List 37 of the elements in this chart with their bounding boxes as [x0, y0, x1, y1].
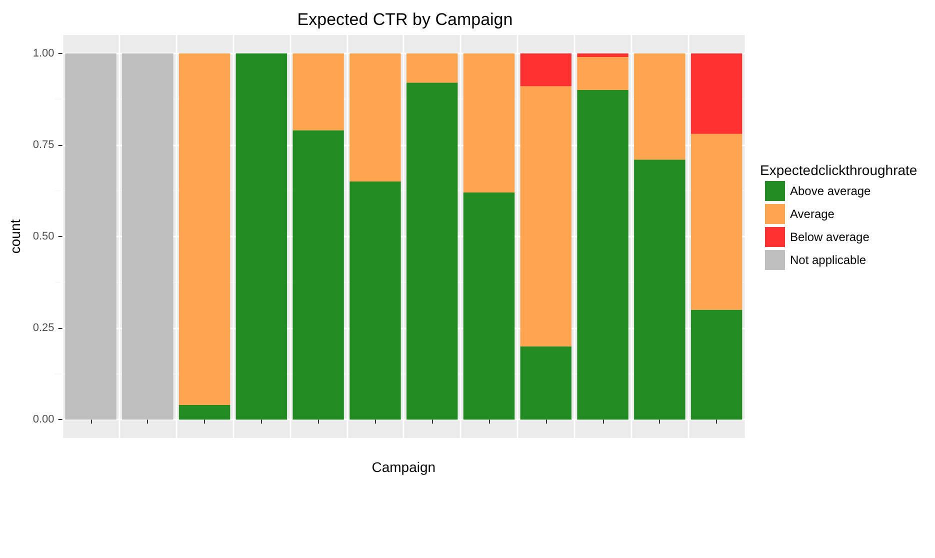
legend-label: Not applicable	[790, 253, 866, 267]
bar	[577, 56, 628, 90]
bar	[122, 53, 174, 420]
y-axis-title: count	[7, 219, 23, 254]
y-tick-label: 0.75	[32, 138, 54, 151]
bar	[350, 53, 401, 182]
bar	[292, 53, 344, 130]
bar	[690, 53, 742, 134]
bar	[634, 53, 686, 160]
legend-label: Below average	[790, 230, 870, 244]
bar	[178, 405, 230, 420]
bar	[520, 53, 572, 86]
bar	[463, 192, 515, 420]
bar	[406, 53, 458, 83]
bar	[577, 53, 628, 57]
legend-title: Expectedclickthroughrate	[760, 162, 918, 178]
y-tick-label: 0.00	[32, 414, 54, 426]
y-tick-label: 0.25	[32, 322, 54, 334]
bar	[520, 86, 572, 346]
y-tick-label: 0.50	[32, 230, 54, 242]
bar	[406, 82, 458, 420]
bar	[690, 310, 742, 420]
y-tick-label: 1.00	[32, 47, 54, 60]
bar	[463, 53, 515, 193]
legend-label: Average	[790, 207, 835, 221]
chart-title: Expected CTR by Campaign	[297, 10, 513, 29]
bar	[236, 53, 288, 420]
bar	[65, 53, 116, 420]
x-axis-title: Campaign	[372, 459, 436, 475]
bar	[634, 160, 686, 420]
legend-label: Above average	[790, 184, 872, 198]
bar	[350, 182, 401, 420]
bar	[690, 134, 742, 310]
bar	[520, 346, 572, 420]
bar	[292, 130, 344, 420]
bar	[577, 90, 628, 420]
bar	[178, 53, 230, 406]
